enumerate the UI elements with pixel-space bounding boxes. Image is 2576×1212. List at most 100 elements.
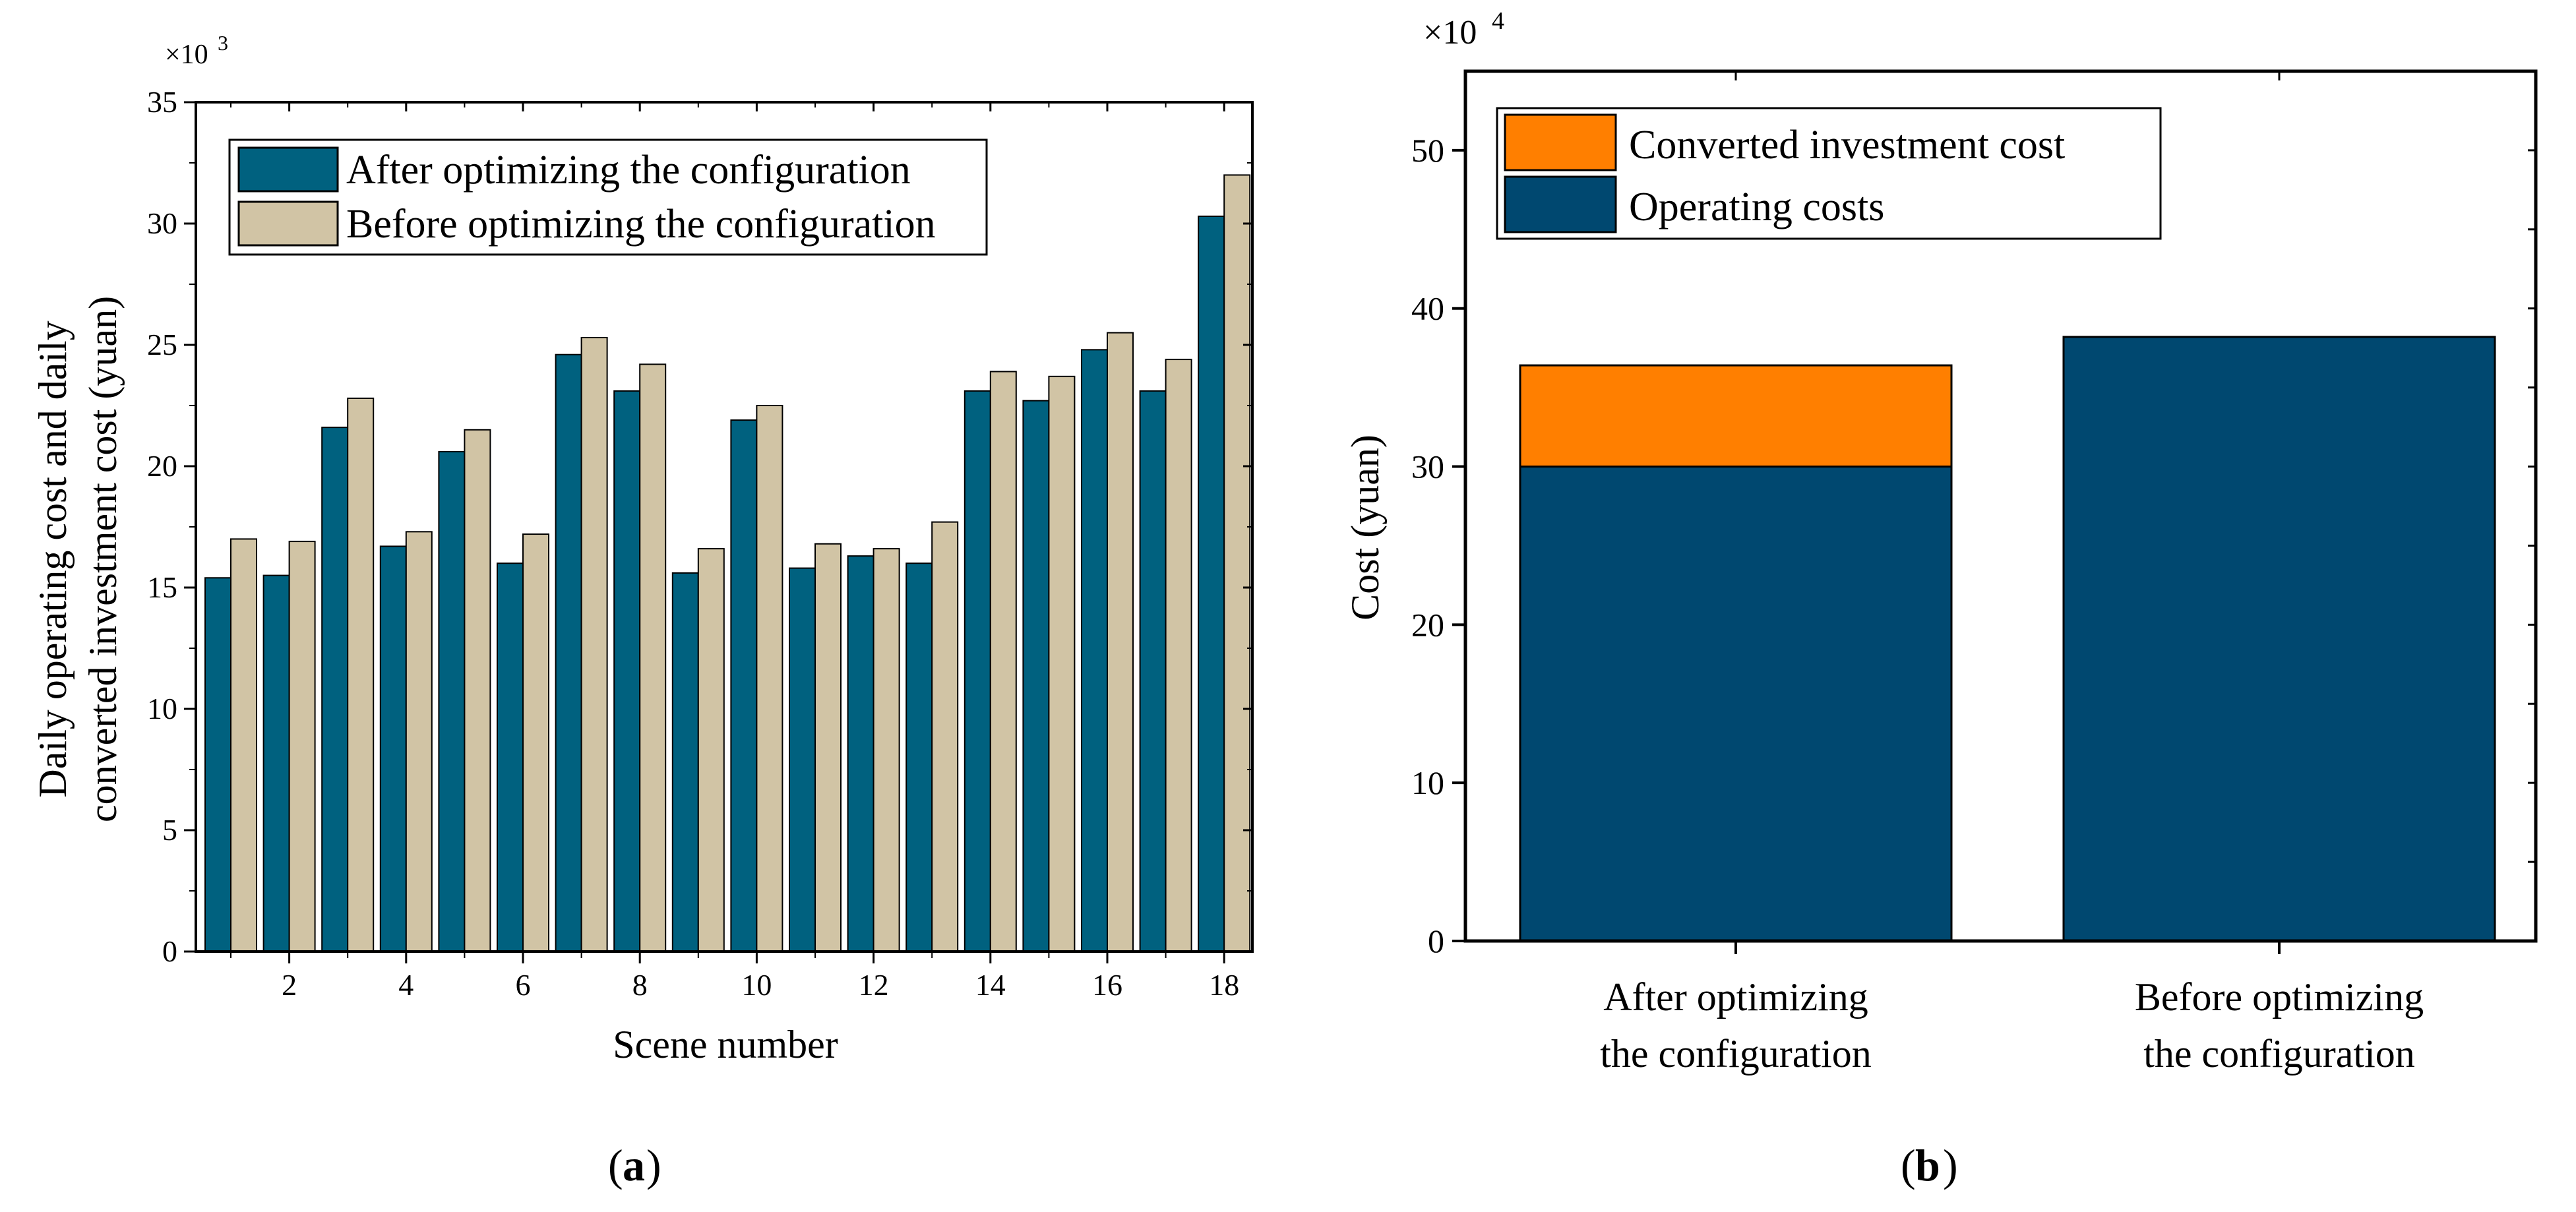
bar-after-scene-8 xyxy=(613,390,641,952)
bar-after-scene-5 xyxy=(438,450,466,952)
bar-after-scene-16 xyxy=(1081,349,1108,952)
panel-a-caption-close: ) xyxy=(646,1140,661,1190)
panel-b: 0 10 20 30 40 50 ×10 4 Cost (yuan) After opti… xyxy=(1343,7,2538,1190)
panel-b-category-0-line2: the configuration xyxy=(1600,1032,1872,1076)
bar-before-scene-9 xyxy=(697,548,725,952)
panel-a-y-multiplier: ×10 3 xyxy=(165,31,228,70)
panel-a-multiplier-base: ×10 xyxy=(165,40,208,70)
bar-after-scene-17 xyxy=(1139,390,1167,952)
panel-b-multiplier-exponent: 4 xyxy=(1492,7,1504,35)
bar-after-scene-9 xyxy=(671,572,699,952)
panel-a-caption: ( a ) xyxy=(608,1140,661,1190)
bar-investment-0 xyxy=(1519,364,1953,468)
bar-after-scene-14 xyxy=(964,390,991,952)
y-tick-label-0: 0 xyxy=(1428,923,1444,959)
bar-after-scene-6 xyxy=(497,562,524,952)
legend-label-investment: Converted investment cost xyxy=(1629,123,2065,167)
panel-b-caption-open: ( xyxy=(1901,1140,1916,1190)
y-tick-label-0: 0 xyxy=(162,934,177,968)
bar-operating-1 xyxy=(2062,336,2496,942)
bar-before-scene-5 xyxy=(464,429,491,952)
y-tick-label-50: 50 xyxy=(1411,132,1444,169)
y-tick-label-30: 30 xyxy=(1411,448,1444,485)
x-tick-label-2: 2 xyxy=(282,968,297,1002)
bar-after-scene-12 xyxy=(847,555,874,952)
bar-before-scene-14 xyxy=(989,371,1017,952)
y-tick-label-35: 35 xyxy=(147,85,177,119)
panel-b-bars xyxy=(1519,336,2496,942)
panel-a-ylabel-line2: converted investment cost (yuan) xyxy=(81,296,125,822)
y-tick-label-20: 20 xyxy=(1411,606,1444,643)
legend-label-operating: Operating costs xyxy=(1629,185,1884,229)
bar-before-scene-18 xyxy=(1223,174,1251,952)
bar-operating-0 xyxy=(1519,466,1953,942)
panel-b-ylabel: Cost (yuan) xyxy=(1343,435,1387,621)
y-tick-label-30: 30 xyxy=(147,206,177,240)
x-tick-label-12: 12 xyxy=(859,968,889,1002)
panel-a-caption-letter: a xyxy=(623,1140,645,1190)
x-tick-label-16: 16 xyxy=(1092,968,1122,1002)
panel-a-legend-box xyxy=(228,138,988,256)
bar-after-scene-1 xyxy=(204,577,231,952)
panel-b-category-1-line2: the configuration xyxy=(2143,1032,2415,1076)
panel-a-multiplier-exponent: 3 xyxy=(218,31,228,55)
bar-before-scene-3 xyxy=(347,397,375,952)
panel-a-legend: After optimizing the configuration Befor… xyxy=(228,138,988,256)
panel-a-caption-open: ( xyxy=(608,1140,623,1190)
panel-b-caption: ( b ) xyxy=(1901,1140,1958,1190)
y-tick-label-25: 25 xyxy=(147,328,177,361)
panel-b-caption-close: ) xyxy=(1943,1140,1958,1190)
legend-swatch-investment xyxy=(1504,113,1617,171)
legend-label-before: Before optimizing the configuration xyxy=(346,202,936,247)
bar-before-scene-11 xyxy=(814,543,842,952)
bar-before-scene-6 xyxy=(522,533,549,952)
x-tick-label-8: 8 xyxy=(632,968,648,1002)
panel-a-ylabel-line1: Daily operating cost and daily xyxy=(31,320,75,797)
panel-a: 0 5 10 15 20 25 30 35 2 4 6 8 10 12 14 16 18 ×10 3 Daily… xyxy=(31,31,1254,1190)
bar-after-scene-4 xyxy=(379,545,407,952)
panel-b-y-multiplier: ×10 4 xyxy=(1423,7,1504,51)
y-tick-label-15: 15 xyxy=(147,570,177,604)
bar-before-scene-4 xyxy=(405,531,433,952)
y-tick-label-20: 20 xyxy=(147,449,177,483)
y-tick-label-5: 5 xyxy=(162,813,177,847)
legend-swatch-after xyxy=(237,146,339,193)
legend-swatch-operating xyxy=(1504,175,1617,233)
bar-before-scene-7 xyxy=(580,336,608,952)
x-tick-label-6: 6 xyxy=(516,968,531,1002)
bar-before-scene-12 xyxy=(873,548,900,952)
panel-a-bars xyxy=(204,174,1251,953)
bar-before-scene-1 xyxy=(230,538,257,952)
bar-after-scene-7 xyxy=(555,353,582,952)
bar-before-scene-2 xyxy=(288,541,316,952)
panel-a-xlabel: Scene number xyxy=(613,1023,838,1066)
panel-b-plot-frame xyxy=(1463,69,2538,943)
panel-b-multiplier-base: ×10 xyxy=(1423,14,1477,51)
bar-before-scene-15 xyxy=(1048,375,1076,952)
y-tick-label-40: 40 xyxy=(1411,290,1444,327)
legend-swatch-before xyxy=(237,200,339,247)
panel-a-ticks: 0 5 10 15 20 25 30 35 2 4 6 8 10 12 14 16 18 xyxy=(147,85,1252,1002)
panel-a-plot-frame xyxy=(195,101,1254,953)
bar-after-scene-13 xyxy=(905,562,933,952)
bar-before-scene-8 xyxy=(639,363,667,952)
panel-b-category-1-line1: Before optimizing xyxy=(2135,975,2424,1019)
bar-after-scene-11 xyxy=(789,567,816,952)
bar-before-scene-17 xyxy=(1165,359,1192,952)
bar-before-scene-16 xyxy=(1107,332,1134,953)
panel-b-category-labels: After optimizing the configuration Befor… xyxy=(1600,975,2424,1076)
bar-after-scene-3 xyxy=(321,427,349,952)
panel-b-ticks: 0 10 20 30 40 50 xyxy=(1411,71,2536,959)
y-tick-label-10: 10 xyxy=(1411,764,1444,801)
y-tick-label-10: 10 xyxy=(147,692,177,725)
panel-b-category-0-line1: After optimizing xyxy=(1603,975,1868,1019)
x-tick-label-4: 4 xyxy=(398,968,414,1002)
bar-after-scene-15 xyxy=(1022,400,1050,952)
panel-b-legend: Converted investment cost Operating cost… xyxy=(1496,107,2162,240)
bar-after-scene-18 xyxy=(1198,215,1225,953)
bar-before-scene-10 xyxy=(756,405,783,952)
x-tick-label-14: 14 xyxy=(975,968,1006,1002)
panel-b-caption-letter: b xyxy=(1915,1140,1940,1190)
bar-after-scene-2 xyxy=(262,574,290,952)
